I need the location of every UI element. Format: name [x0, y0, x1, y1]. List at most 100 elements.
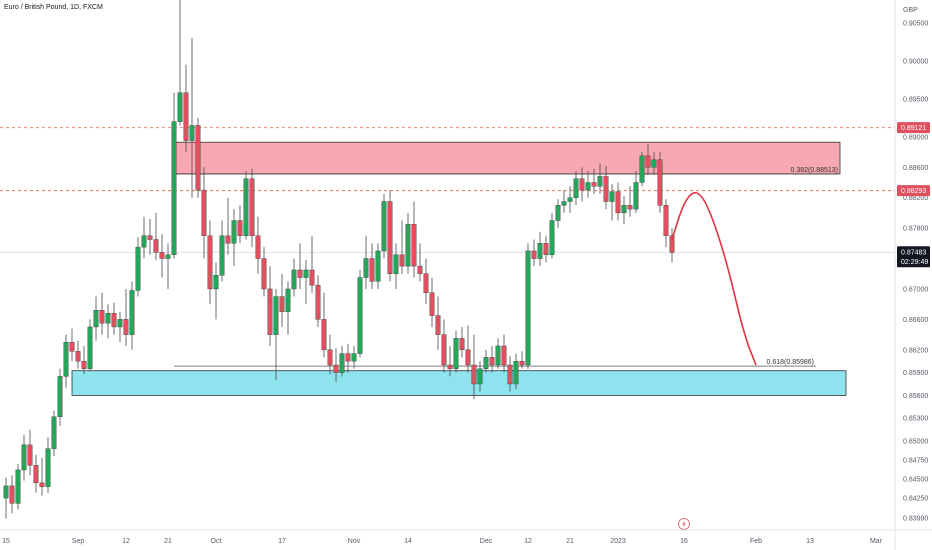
y-tick-label: 0.87000: [903, 286, 928, 293]
bear-candle: [321, 292, 327, 358]
y-tick-label: 0.86600: [903, 317, 928, 324]
projection-layer: [671, 192, 757, 530]
y-tick-label: 0.85900: [903, 370, 928, 377]
last-price-label: 0.87483: [901, 250, 926, 257]
bull-candle: [405, 212, 411, 274]
bull-candle: [585, 171, 591, 198]
candle-body: [141, 235, 147, 248]
bear-candle: [579, 167, 585, 202]
bull-candle: [597, 163, 603, 194]
candle-body: [639, 155, 645, 183]
bear-candle: [27, 429, 33, 476]
bull-candle: [213, 262, 219, 320]
bear-candle: [603, 165, 609, 210]
candle-body: [501, 345, 507, 366]
candle-body: [261, 258, 267, 290]
bull-candle: [513, 353, 519, 390]
bear-candle: [447, 345, 453, 377]
candle-body: [585, 182, 591, 191]
candle-body: [513, 360, 519, 385]
x-tick-label: 21: [566, 538, 574, 545]
bear-candle: [465, 325, 471, 373]
bear-candle: [279, 273, 285, 327]
candle-body: [591, 182, 597, 187]
resistance-zone: [173, 141, 841, 175]
candle-body: [543, 243, 549, 255]
bull-candle: [87, 319, 93, 372]
bear-candle: [471, 334, 477, 400]
bull-candle: [285, 281, 291, 335]
candle-body: [423, 273, 429, 293]
bear-candle: [261, 247, 267, 297]
candle-body: [9, 485, 15, 504]
candle-body: [345, 353, 351, 362]
bear-candle: [441, 319, 447, 373]
candle-body: [471, 364, 477, 385]
bear-candle: [429, 277, 435, 327]
candle-body: [63, 341, 69, 377]
bear-candle: [645, 144, 651, 175]
bull-candle: [231, 209, 237, 267]
candle-body: [567, 197, 573, 202]
bull-candle: [57, 368, 63, 426]
candle-body: [519, 360, 525, 366]
bull-candle: [165, 243, 171, 289]
candle-body: [39, 482, 45, 487]
y-tick-label: 0.89000: [903, 134, 928, 141]
bear-candle: [315, 275, 321, 327]
candle-body: [537, 243, 543, 259]
bear-candle: [489, 345, 495, 373]
bear-candle: [663, 199, 669, 248]
candle-body: [297, 269, 303, 278]
bull-candle: [219, 220, 225, 282]
bull-candle: [609, 184, 615, 221]
candle-body: [603, 176, 609, 202]
fib-level-label: 0.618(0.85986): [767, 359, 814, 366]
bear-candle: [531, 239, 537, 267]
bull-candle: [135, 237, 141, 297]
candle-body: [573, 178, 579, 198]
candle-body: [267, 288, 273, 335]
y-tick-label: 0.83990: [903, 515, 928, 522]
x-tick-label: Dec: [480, 538, 493, 545]
price-tag-label: 0.88293: [901, 188, 926, 195]
bear-candle: [459, 326, 465, 358]
last-price-tag: [897, 246, 930, 268]
candle-body: [411, 224, 417, 267]
bull-candle: [573, 171, 579, 206]
x-tick-label: Oct: [211, 538, 222, 545]
candle-body: [129, 290, 135, 335]
candle-body: [447, 364, 453, 369]
bull-candle: [63, 334, 69, 388]
candle-body: [321, 319, 327, 350]
bull-candle: [477, 361, 483, 392]
bear-candle: [195, 117, 201, 198]
bull-candle: [621, 196, 627, 225]
candle-body: [483, 357, 489, 369]
bull-candle: [351, 345, 357, 369]
candle-body: [15, 469, 21, 504]
bear-candle: [153, 212, 159, 261]
candle-body: [69, 341, 75, 352]
price-tag: [897, 185, 930, 197]
candle-body: [579, 178, 585, 191]
candle-body: [213, 275, 219, 290]
x-tick-label: Feb: [750, 538, 762, 545]
candle-body: [315, 284, 321, 320]
bear-candle: [75, 340, 81, 369]
y-tick-label: 0.89500: [903, 96, 928, 103]
candle-body: [555, 205, 561, 221]
bull-candle: [525, 243, 531, 369]
candle-body: [651, 159, 657, 168]
x-tick-label: 12: [524, 538, 532, 545]
bull-candle: [375, 243, 381, 289]
y-tick-label: 0.84250: [903, 496, 928, 503]
y-tick-label: 0.85300: [903, 416, 928, 423]
bear-candle: [669, 228, 675, 263]
candle-body: [327, 349, 333, 366]
y-tick-label: 0.84750: [903, 458, 928, 465]
bull-candle: [177, 0, 183, 126]
bull-candle: [291, 258, 297, 297]
bull-candle: [21, 434, 27, 481]
